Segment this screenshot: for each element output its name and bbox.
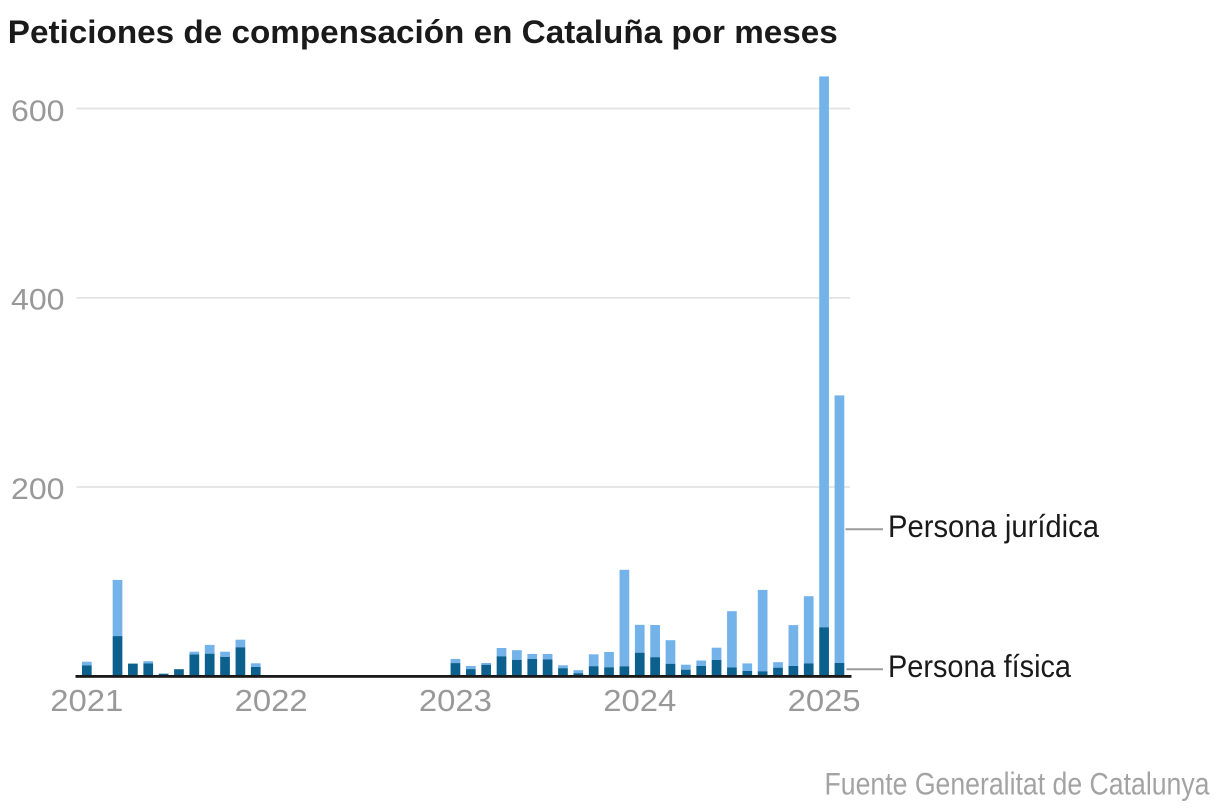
svg-text:Peticiones de compensación en: Peticiones de compensación en Cataluña p…	[8, 14, 838, 50]
svg-text:2022: 2022	[235, 684, 308, 718]
svg-text:600: 600	[11, 95, 65, 128]
svg-text:2025: 2025	[788, 684, 861, 718]
svg-text:Persona jurídica: Persona jurídica	[888, 508, 1099, 544]
svg-text:Fuente Generalitat de Cataluny: Fuente Generalitat de Catalunya	[825, 765, 1210, 801]
svg-text:400: 400	[11, 283, 65, 316]
svg-text:Persona física: Persona física	[888, 648, 1071, 684]
svg-text:2023: 2023	[419, 684, 492, 718]
svg-text:2021: 2021	[50, 684, 123, 718]
svg-text:2024: 2024	[603, 684, 676, 718]
svg-text:200: 200	[11, 473, 65, 506]
